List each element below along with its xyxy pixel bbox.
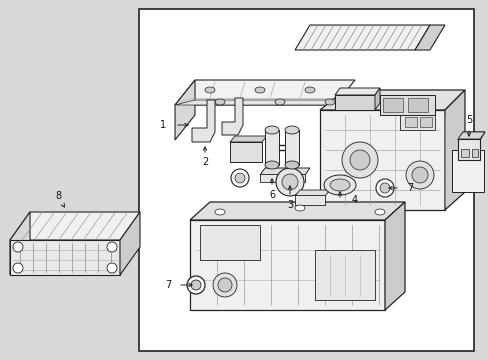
Ellipse shape [107, 263, 117, 273]
Polygon shape [319, 90, 464, 110]
Polygon shape [190, 202, 404, 220]
Ellipse shape [264, 126, 279, 134]
Ellipse shape [405, 161, 433, 189]
Polygon shape [444, 90, 464, 210]
Polygon shape [222, 98, 243, 135]
Ellipse shape [411, 167, 427, 183]
Bar [460, 149, 468, 157]
Ellipse shape [13, 263, 23, 273]
Polygon shape [175, 80, 195, 140]
Ellipse shape [230, 169, 248, 187]
Text: 7: 7 [406, 183, 412, 193]
Ellipse shape [282, 174, 297, 190]
Polygon shape [175, 80, 354, 105]
Polygon shape [294, 25, 429, 50]
Bar [382, 98, 402, 112]
Bar [419, 117, 431, 127]
Polygon shape [334, 95, 374, 110]
Ellipse shape [305, 87, 314, 93]
Bar [399, 112, 434, 130]
Polygon shape [285, 130, 298, 165]
Polygon shape [457, 132, 484, 139]
Ellipse shape [218, 278, 231, 292]
Ellipse shape [379, 183, 389, 193]
Ellipse shape [275, 168, 304, 196]
Polygon shape [192, 100, 215, 142]
Ellipse shape [215, 99, 224, 105]
Polygon shape [229, 136, 266, 142]
Polygon shape [10, 212, 30, 275]
Text: 5: 5 [465, 115, 471, 125]
Bar [404, 117, 416, 127]
Ellipse shape [274, 99, 285, 105]
Ellipse shape [329, 179, 349, 191]
Ellipse shape [285, 126, 298, 134]
Text: 1: 1 [160, 120, 166, 130]
Bar [451, 150, 483, 192]
Ellipse shape [294, 205, 305, 211]
Ellipse shape [349, 150, 369, 170]
Text: 6: 6 [268, 190, 274, 200]
Ellipse shape [235, 173, 244, 183]
Text: 7: 7 [164, 280, 171, 290]
Ellipse shape [204, 87, 215, 93]
Polygon shape [384, 202, 404, 310]
Ellipse shape [325, 99, 334, 105]
Polygon shape [260, 168, 309, 175]
Ellipse shape [324, 175, 355, 195]
Bar [314, 250, 374, 300]
Bar [294, 195, 325, 205]
Ellipse shape [13, 242, 23, 252]
Ellipse shape [375, 179, 393, 197]
Text: 4: 4 [351, 195, 357, 205]
Bar [379, 95, 434, 115]
Polygon shape [264, 130, 279, 165]
Bar [260, 174, 305, 182]
Ellipse shape [374, 209, 384, 215]
Polygon shape [190, 220, 384, 310]
Polygon shape [414, 25, 444, 50]
Polygon shape [319, 110, 444, 210]
Polygon shape [175, 100, 354, 105]
Bar [200, 225, 260, 260]
Polygon shape [334, 88, 379, 95]
Bar [471, 149, 477, 157]
Polygon shape [10, 240, 120, 275]
Ellipse shape [285, 161, 298, 169]
Bar [139, 9, 473, 351]
Bar [229, 142, 262, 162]
Ellipse shape [186, 276, 204, 294]
Ellipse shape [213, 273, 237, 297]
Ellipse shape [107, 242, 117, 252]
Ellipse shape [254, 87, 264, 93]
Polygon shape [457, 132, 484, 140]
Ellipse shape [191, 280, 201, 290]
Polygon shape [374, 88, 379, 110]
Polygon shape [120, 212, 140, 275]
Polygon shape [294, 190, 329, 196]
Ellipse shape [264, 161, 279, 169]
Bar [407, 98, 427, 112]
Ellipse shape [341, 142, 377, 178]
Bar [457, 139, 479, 160]
Text: 3: 3 [286, 200, 292, 210]
Text: 2: 2 [202, 157, 208, 167]
Ellipse shape [215, 209, 224, 215]
Polygon shape [10, 212, 140, 240]
Text: 8: 8 [55, 191, 64, 207]
